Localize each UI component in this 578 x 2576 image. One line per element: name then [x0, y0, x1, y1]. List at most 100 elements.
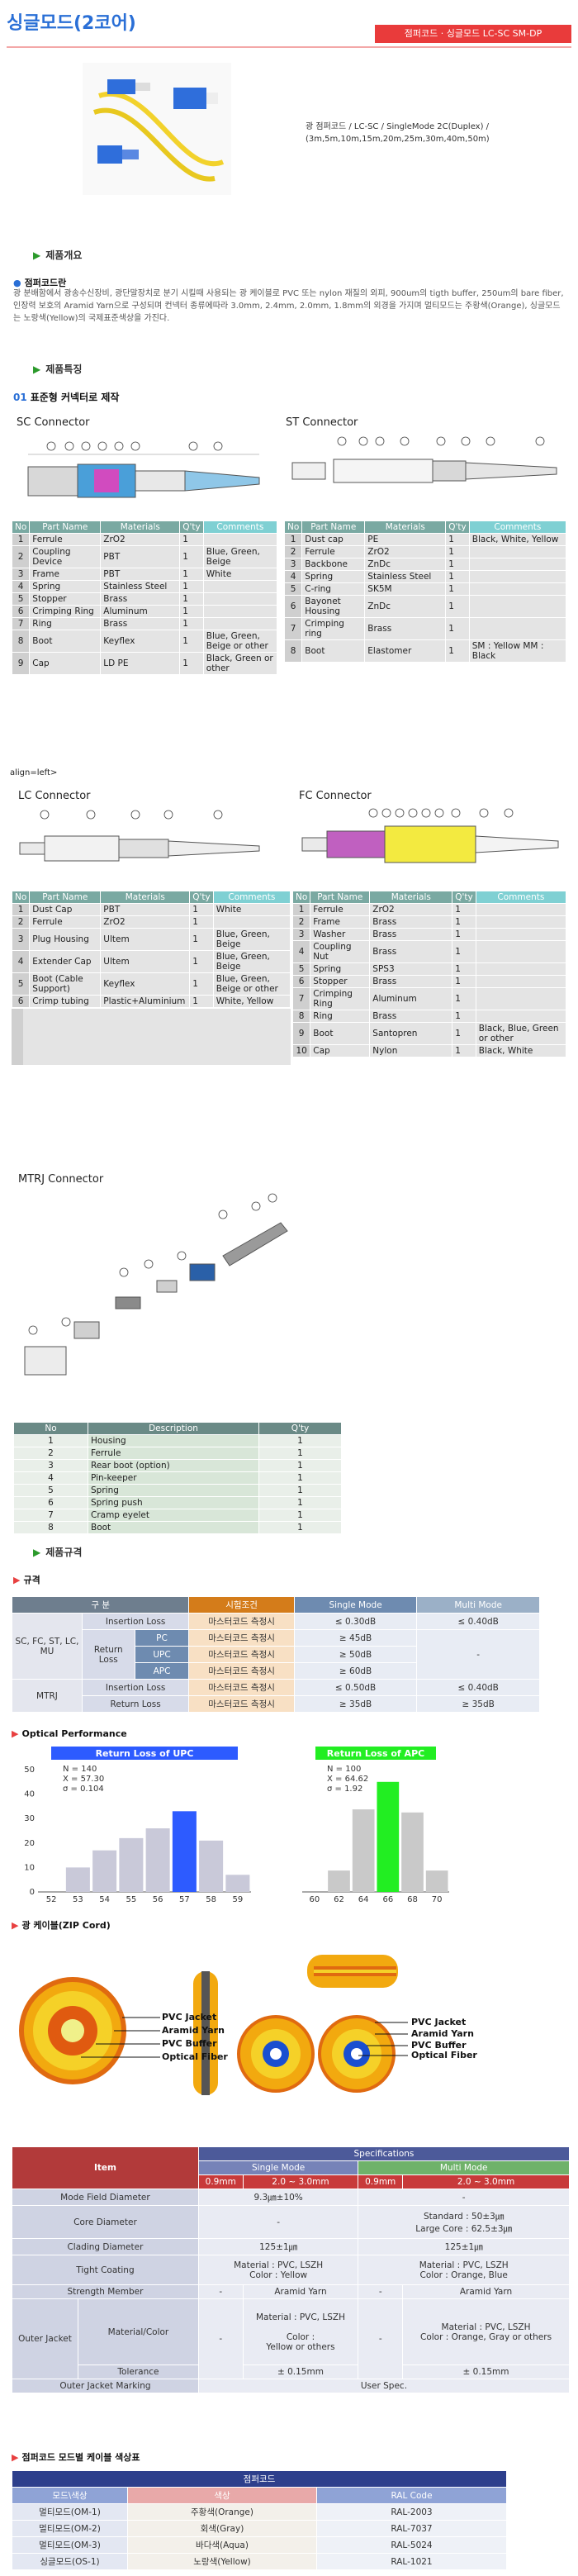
table-row: 3 Washer Brass 1 — [291, 928, 567, 941]
table-cell: Keyflex — [100, 630, 181, 653]
chart-bar — [172, 1811, 197, 1892]
table-cell: 6 — [13, 1496, 88, 1509]
table-cell: 1 — [11, 903, 31, 916]
table-row: 5 Spring 1 — [13, 1484, 342, 1497]
table-row: 싱글모드(OS-1) 노랑색(Yellow) RAL-1021 — [12, 2553, 507, 2570]
col-qty: Q'ty — [189, 891, 214, 904]
table-cell: Coupling Nut — [310, 940, 371, 963]
spec-subheading: ▶ 규격 — [13, 1575, 40, 1585]
table-cell: Dust Cap — [29, 903, 102, 916]
spec-value: ≥ 45dB — [293, 1629, 418, 1647]
table-row: 5 Stopper Brass 1 — [11, 592, 278, 606]
table-cell: 1 — [179, 592, 204, 606]
table-cell: 1 — [179, 605, 204, 618]
x-tick-label: 66 — [382, 1895, 393, 1904]
table-cell: Brass — [100, 592, 181, 606]
chart-title-bar — [315, 1747, 436, 1760]
table-cell: 9 — [291, 1022, 311, 1045]
table-cell: 2 — [291, 915, 311, 929]
table-cell — [212, 915, 291, 929]
table-cell: 1 — [258, 1447, 342, 1460]
spec-cond: 마스터코드 측정시 — [188, 1695, 295, 1713]
table-cell: 1 — [258, 1484, 342, 1497]
col-comments: Comments — [475, 891, 567, 904]
col-part: Part Name — [29, 520, 102, 534]
table-cell: 3 — [291, 928, 311, 941]
optical-heading: ▶ Optical Performance — [12, 1728, 127, 1739]
table-cell: 4 — [291, 940, 311, 963]
table-cell: Spring push — [88, 1496, 259, 1509]
table-cell: Ferrule — [88, 1447, 259, 1460]
spec2-value: - — [358, 2298, 404, 2379]
table-cell: 1 — [445, 558, 470, 571]
table-cell — [202, 580, 278, 593]
spec-return-label: Return Loss — [81, 1629, 135, 1680]
col-qty: Q'ty — [452, 891, 476, 904]
table-cell: Bayonet Housing — [301, 595, 366, 618]
stray-markup-text: align=left> — [10, 768, 58, 777]
table-cell: 주황색(Orange) — [127, 2503, 317, 2521]
col-materials: Materials — [369, 891, 453, 904]
chart-stat: N = 140 — [63, 1765, 97, 1774]
table-cell: 회색(Gray) — [127, 2520, 317, 2537]
spec2-outer: Outer Jacket — [12, 2298, 78, 2379]
table-row: 1 Ferrule ZrO2 1 — [291, 903, 567, 916]
col-qty: Q'ty — [258, 1422, 342, 1435]
color-table: 점퍼코드 모드\색상 색상 RAL Code 멀티모드(OM-1) 주황색(Ora… — [12, 2470, 507, 2570]
table-cell: 1 — [452, 928, 476, 941]
col-materials: Materials — [100, 891, 191, 904]
table-cell: 1 — [258, 1459, 342, 1472]
table-row: 6 Stopper Brass 1 — [291, 975, 567, 988]
col-comments: Comments — [202, 520, 278, 534]
x-tick-label: 58 — [206, 1895, 216, 1904]
spec2-col-item: Item — [12, 2146, 199, 2189]
table-cell: Blue, Green, Beige or other — [212, 972, 291, 996]
spec-cond: 마스터코드 측정시 — [188, 1613, 295, 1630]
table-cell: 1 — [189, 972, 214, 996]
y-tick-label: 50 — [24, 1766, 35, 1775]
table-cell: Nylon — [369, 1044, 453, 1057]
table-cell: 노랑색(Yellow) — [127, 2553, 317, 2570]
table-cell — [468, 582, 567, 596]
st-connector-diagram — [284, 430, 565, 512]
spec2-d20: 2.0 ~ 3.0mm — [242, 2174, 359, 2189]
table-cell: 1 — [445, 533, 470, 546]
table-cell: Black, Blue, Green or other — [475, 1022, 567, 1045]
table-cell: 2 — [11, 545, 31, 568]
table-cell: Brass — [369, 975, 453, 988]
x-tick-label: 64 — [358, 1895, 369, 1904]
y-tick-label: 0 — [30, 1888, 35, 1897]
x-tick-label: 68 — [407, 1895, 418, 1904]
table-row: 8 Boot Elastomer 1 SM : Yellow MM : Black — [283, 639, 567, 663]
table-cell: 5 — [11, 972, 31, 996]
spec-insertion-label: Insertion Loss — [81, 1679, 190, 1696]
table-cell: Boot (Cable Support) — [29, 972, 102, 996]
table-cell: 6 — [11, 605, 31, 618]
table-cell: 1 — [452, 1022, 476, 1045]
table-cell: Cap — [29, 652, 102, 675]
table-cell: ZrO2 — [100, 533, 181, 546]
product-desc-line1: 광 점퍼코드 / LC-SC / SingleMode 2C(Duplex) / — [306, 122, 490, 131]
spec-group-mtrj: MTRJ — [12, 1679, 83, 1713]
spec-value: ≥ 60dB — [293, 1662, 418, 1680]
table-cell: 2 — [283, 545, 303, 558]
table-row: 2 Ferrule ZrO2 1 — [11, 915, 291, 929]
table-cell — [202, 592, 278, 606]
table-cell: Spring — [301, 570, 366, 583]
table-cell — [468, 545, 567, 558]
table-cell: Crimping Ring — [310, 987, 371, 1010]
table-cell: 8 — [291, 1010, 311, 1023]
spec-value: ≥ 50dB — [293, 1646, 418, 1663]
spec-value: - — [416, 1629, 540, 1680]
table-cell: 1 — [258, 1434, 342, 1447]
table-row: 7 Crimping Ring Aluminum 1 — [291, 987, 567, 1010]
x-tick-label: 53 — [73, 1895, 83, 1904]
table-row: 2 Ferrule 1 — [13, 1447, 342, 1460]
spec-col-multi: Multi Mode — [416, 1596, 540, 1614]
x-tick-label: 62 — [334, 1895, 344, 1904]
col-part: Part Name — [310, 891, 371, 904]
table-cell: Crimping ring — [301, 617, 366, 640]
table-cell: Coupling Device — [29, 545, 102, 568]
table-cell: 1 — [11, 533, 31, 546]
spec2-col-specs: Specifications — [197, 2146, 571, 2161]
